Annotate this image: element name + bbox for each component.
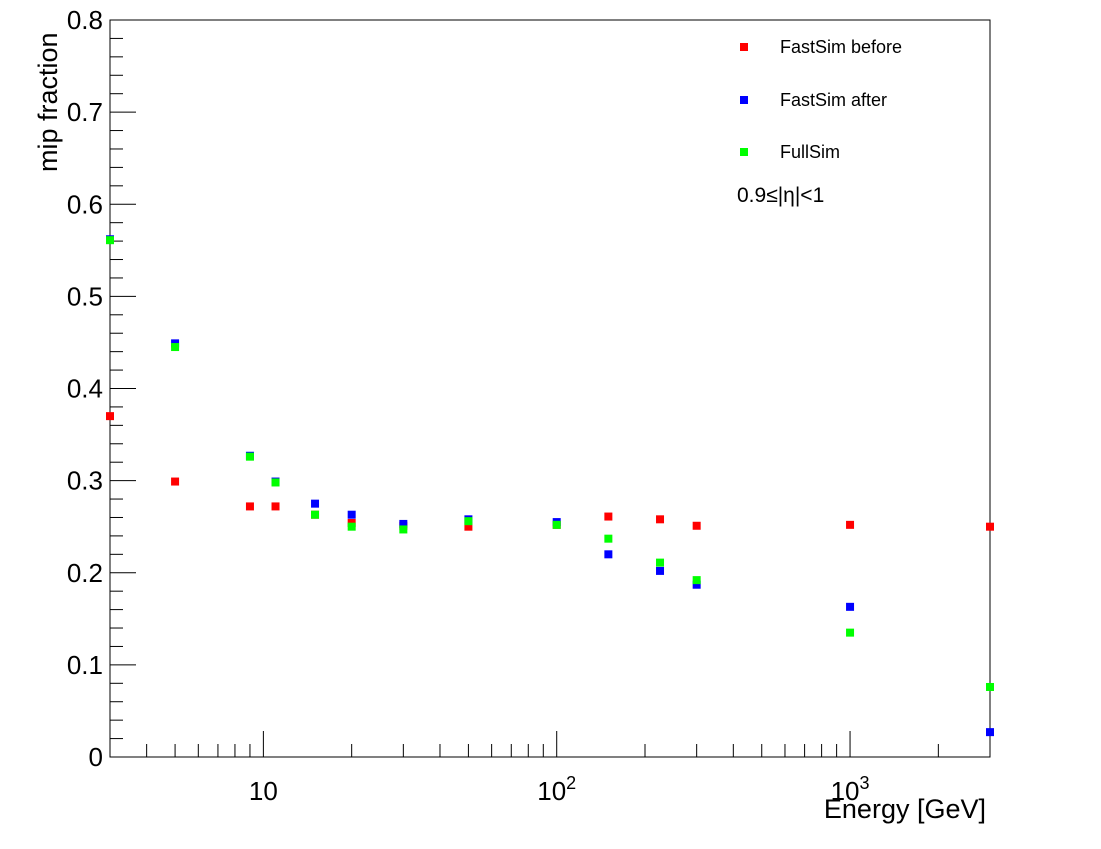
x-tick-label: 102 [537,773,576,806]
data-points [106,235,994,737]
data-point-series-2 [604,534,613,543]
x-axis-ticks [109,731,991,757]
y-tick-label: 0.2 [67,558,103,588]
legend-marker [740,148,748,156]
data-point-series-2 [656,558,665,567]
data-point-series-1 [846,602,855,611]
data-point-series-2 [245,452,254,461]
data-point-series-2 [986,682,994,691]
data-point-series-2 [171,343,180,352]
x-tick-label-exponent: 3 [859,773,869,793]
data-point-series-1 [399,519,408,528]
y-tick-label: 0 [89,742,103,772]
data-point-series-0 [171,477,180,486]
data-point-series-0 [986,522,994,531]
x-tick-label: 10 [249,776,278,806]
x-axis-tick-labels: 10 102 103 [249,773,870,806]
data-point-series-2 [271,478,280,487]
data-point-series-2 [347,522,356,531]
y-axis-tick-labels: 0 0.1 0.2 0.3 0.4 0.5 0.6 0.7 0.8 [67,5,103,772]
y-tick-label: 0.6 [67,189,103,219]
data-point-series-0 [464,522,473,531]
x-tick-label-base: 10 [831,776,860,806]
data-point-series-2 [692,576,701,585]
data-point-series-1 [656,566,665,575]
y-axis-title: mip fraction [33,32,63,172]
data-point-series-2 [106,236,114,245]
y-tick-label: 0.5 [67,281,103,311]
data-point-series-2 [552,520,561,529]
legend-label: FastSim after [780,90,887,110]
y-tick-label: 0.3 [67,466,103,496]
x-tick-label-base: 10 [249,776,278,806]
y-tick-label: 0.8 [67,5,103,35]
data-point-series-1 [347,510,356,519]
legend-marker [740,43,748,51]
plot-frame [109,19,991,758]
data-point-series-2 [311,510,320,519]
y-axis-ticks [110,19,136,758]
data-point-series-2 [846,628,855,637]
x-tick-label-exponent: 2 [566,773,576,793]
y-tick-label: 0.7 [67,97,103,127]
data-point-series-2 [399,525,408,534]
data-point-series-0 [106,412,114,421]
data-point-series-1 [986,728,994,737]
legend-marker [740,96,748,104]
x-tick-label: 103 [831,773,870,806]
legend: FastSim before FastSim after FullSim [740,37,902,162]
data-point-series-0 [604,512,613,521]
data-point-series-1 [311,499,320,508]
y-tick-label: 0.4 [67,374,103,404]
x-axis-title: Energy [GeV] [824,794,986,824]
data-point-series-0 [271,502,280,511]
legend-label: FastSim before [780,37,902,57]
data-point-series-0 [846,520,855,529]
data-point-series-0 [245,502,254,511]
x-tick-label-base: 10 [537,776,566,806]
data-point-series-2 [464,517,473,526]
data-point-series-1 [692,580,701,589]
data-point-series-0 [692,521,701,530]
data-point-series-0 [656,515,665,524]
y-tick-label: 0.1 [67,650,103,680]
data-point-series-1 [604,550,613,559]
legend-label: FullSim [780,142,840,162]
eta-range-annotation: 0.9≤|η|<1 [737,184,824,207]
